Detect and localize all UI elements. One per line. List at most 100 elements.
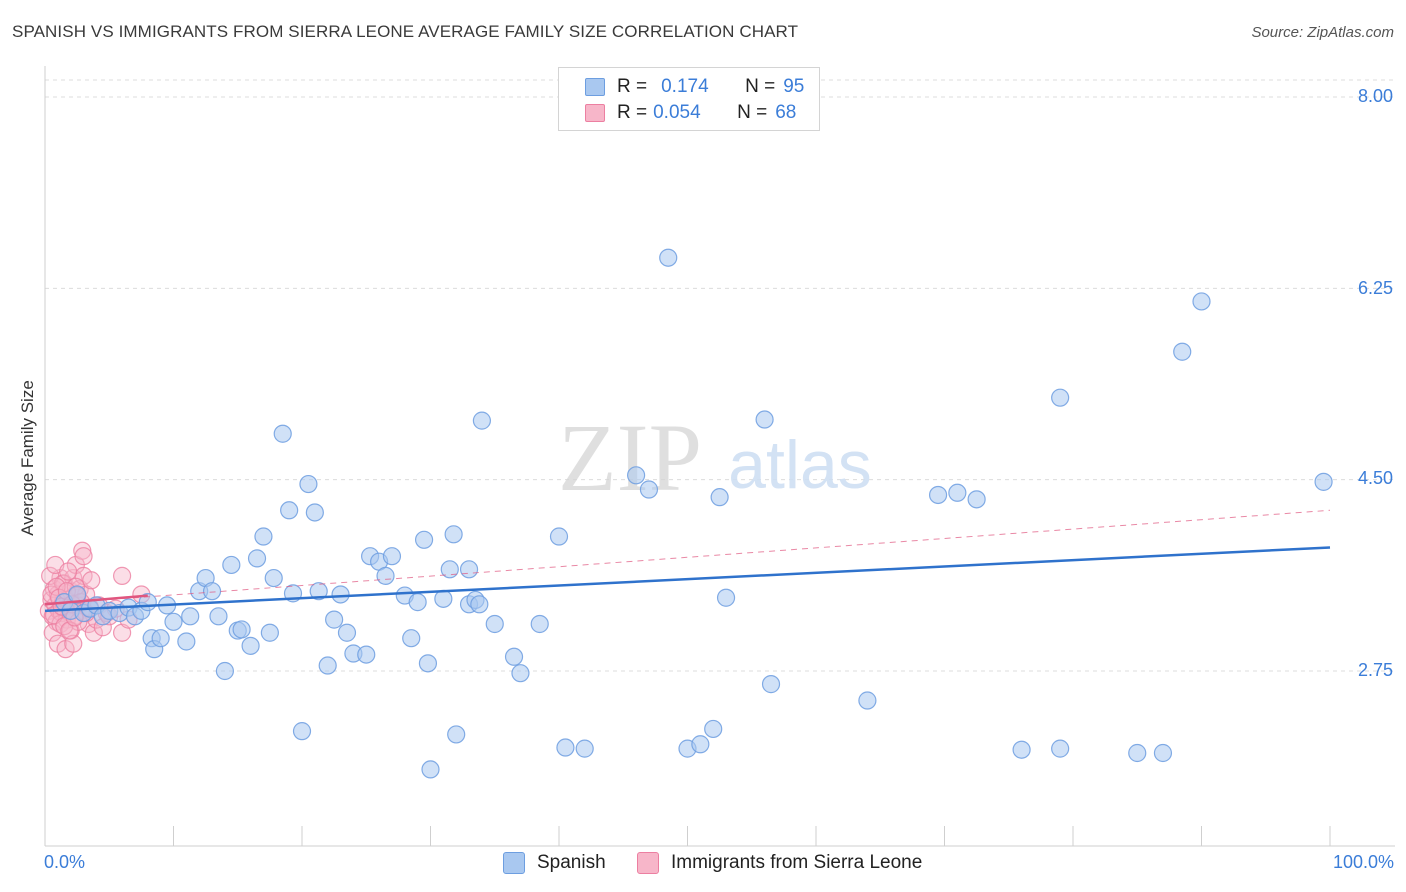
- data-point-spanish: [305, 503, 324, 522]
- axes: [44, 66, 1395, 847]
- data-point-spanish: [181, 607, 200, 626]
- data-point-spanish: [447, 725, 466, 744]
- data-point-spanish: [331, 585, 350, 604]
- data-point-spanish: [440, 560, 459, 579]
- legend-label: Immigrants from Sierra Leone: [671, 852, 923, 873]
- data-point-spanish: [318, 656, 337, 675]
- data-point-spanish: [264, 568, 283, 588]
- stats-legend: R = 0.174 N = 95 R = 0.054 N = 68: [558, 67, 820, 131]
- data-point-spanish: [273, 424, 292, 443]
- n-label: N =: [737, 102, 768, 123]
- data-point-spanish: [241, 636, 260, 655]
- data-point-spanish: [164, 612, 183, 631]
- data-point-spanish: [309, 582, 328, 601]
- y-axis-label: Average Family Size: [18, 380, 37, 536]
- data-point-spanish: [755, 410, 774, 429]
- data-point-spanish: [299, 474, 318, 494]
- blue-swatch: [585, 78, 605, 96]
- source-label: Source: ZipAtlas.com: [1251, 24, 1394, 41]
- data-point-spanish: [511, 664, 530, 683]
- data-point-spanish: [716, 588, 736, 607]
- data-point-spanish: [704, 719, 723, 739]
- watermark: ZIP atlas: [558, 404, 872, 511]
- data-point-spanish: [928, 485, 948, 505]
- data-point-spanish: [408, 593, 427, 612]
- pink-swatch: [585, 104, 605, 122]
- data-point-spanish: [626, 466, 646, 485]
- data-point-spanish: [1192, 292, 1211, 311]
- y-tick-label: 2.75: [1357, 660, 1393, 680]
- data-point-spanish: [485, 614, 504, 634]
- data-point-spanish: [215, 661, 234, 681]
- trend-lines: [44, 509, 1331, 613]
- data-point-spanish: [292, 722, 312, 741]
- chart-title: SPANISH VS IMMIGRANTS FROM SIERRA LEONE …: [12, 22, 799, 41]
- blue-swatch: [503, 852, 525, 874]
- x-tick-label-min: 0.0%: [44, 852, 86, 872]
- legend-label: Spanish: [537, 852, 606, 873]
- data-point-spanish: [1128, 743, 1147, 763]
- data-point-sierra-leone: [112, 566, 132, 585]
- data-point-spanish: [504, 647, 524, 666]
- data-point-spanish: [418, 654, 438, 673]
- trend-line-spanish: [44, 546, 1331, 613]
- r-label: R =: [617, 76, 648, 97]
- r-value: 0.054: [653, 102, 701, 123]
- series-legend: Spanish Immigrants from Sierra Leone: [0, 852, 1406, 878]
- data-point-spanish: [177, 632, 196, 651]
- data-point-spanish: [260, 623, 279, 642]
- data-point-spanish: [967, 490, 986, 509]
- data-point-spanish: [337, 623, 357, 642]
- data-point-spanish: [530, 614, 549, 634]
- n-value: 68: [775, 102, 797, 123]
- data-point-spanish: [247, 549, 267, 568]
- data-point-spanish: [1314, 472, 1333, 491]
- data-point-spanish: [1051, 739, 1070, 758]
- data-point-sierra-leone: [82, 571, 101, 590]
- y-tick-label: 8.00: [1357, 86, 1393, 106]
- data-point-spanish: [556, 738, 575, 757]
- n-label: N =: [745, 76, 776, 97]
- data-point-spanish: [459, 560, 479, 579]
- stats-legend-row-spanish: R = 0.174 N = 95: [585, 75, 804, 99]
- data-point-spanish: [549, 527, 569, 546]
- data-point-spanish: [222, 555, 241, 575]
- data-point-spanish: [470, 595, 489, 614]
- data-point-spanish: [710, 488, 729, 507]
- data-point-sierra-leone: [59, 562, 78, 581]
- legend-item-sierra-leone[interactable]: Immigrants from Sierra Leone: [637, 852, 922, 874]
- y-tick-label: 4.50: [1357, 468, 1393, 488]
- data-point-spanish: [68, 585, 87, 604]
- watermark-atlas: atlas: [728, 427, 872, 503]
- legend-item-spanish[interactable]: Spanish: [503, 852, 606, 874]
- data-point-spanish: [434, 589, 453, 608]
- data-point-spanish: [639, 480, 659, 499]
- data-point-spanish: [325, 610, 344, 629]
- watermark-zip: ZIP: [558, 404, 702, 511]
- data-point-spanish: [232, 620, 251, 639]
- data-point-spanish: [575, 739, 594, 758]
- series-spanish-points: [55, 248, 1333, 779]
- stats-legend-row-sierra-leone: R = 0.054 N = 68: [585, 101, 796, 125]
- data-point-spanish: [254, 527, 273, 546]
- data-point-spanish: [421, 760, 440, 779]
- data-point-sierra-leone: [47, 577, 66, 596]
- data-point-spanish: [948, 483, 967, 502]
- data-point-spanish: [402, 629, 421, 648]
- gridlines: [45, 79, 1395, 672]
- trend-line-sierra-leone-extended: [44, 509, 1331, 605]
- data-point-spanish: [1012, 740, 1031, 759]
- data-point-spanish: [691, 735, 710, 754]
- n-value: 95: [783, 76, 805, 97]
- trend-line-sierra-leone: [44, 594, 148, 606]
- data-point-spanish: [414, 530, 434, 549]
- data-point-spanish: [659, 248, 678, 267]
- data-point-spanish: [357, 645, 376, 664]
- pink-swatch: [637, 852, 659, 874]
- data-point-spanish: [280, 501, 299, 520]
- data-point-spanish: [472, 411, 491, 430]
- data-point-spanish: [382, 547, 402, 566]
- data-point-spanish: [858, 691, 877, 710]
- r-value: 0.174: [661, 76, 709, 97]
